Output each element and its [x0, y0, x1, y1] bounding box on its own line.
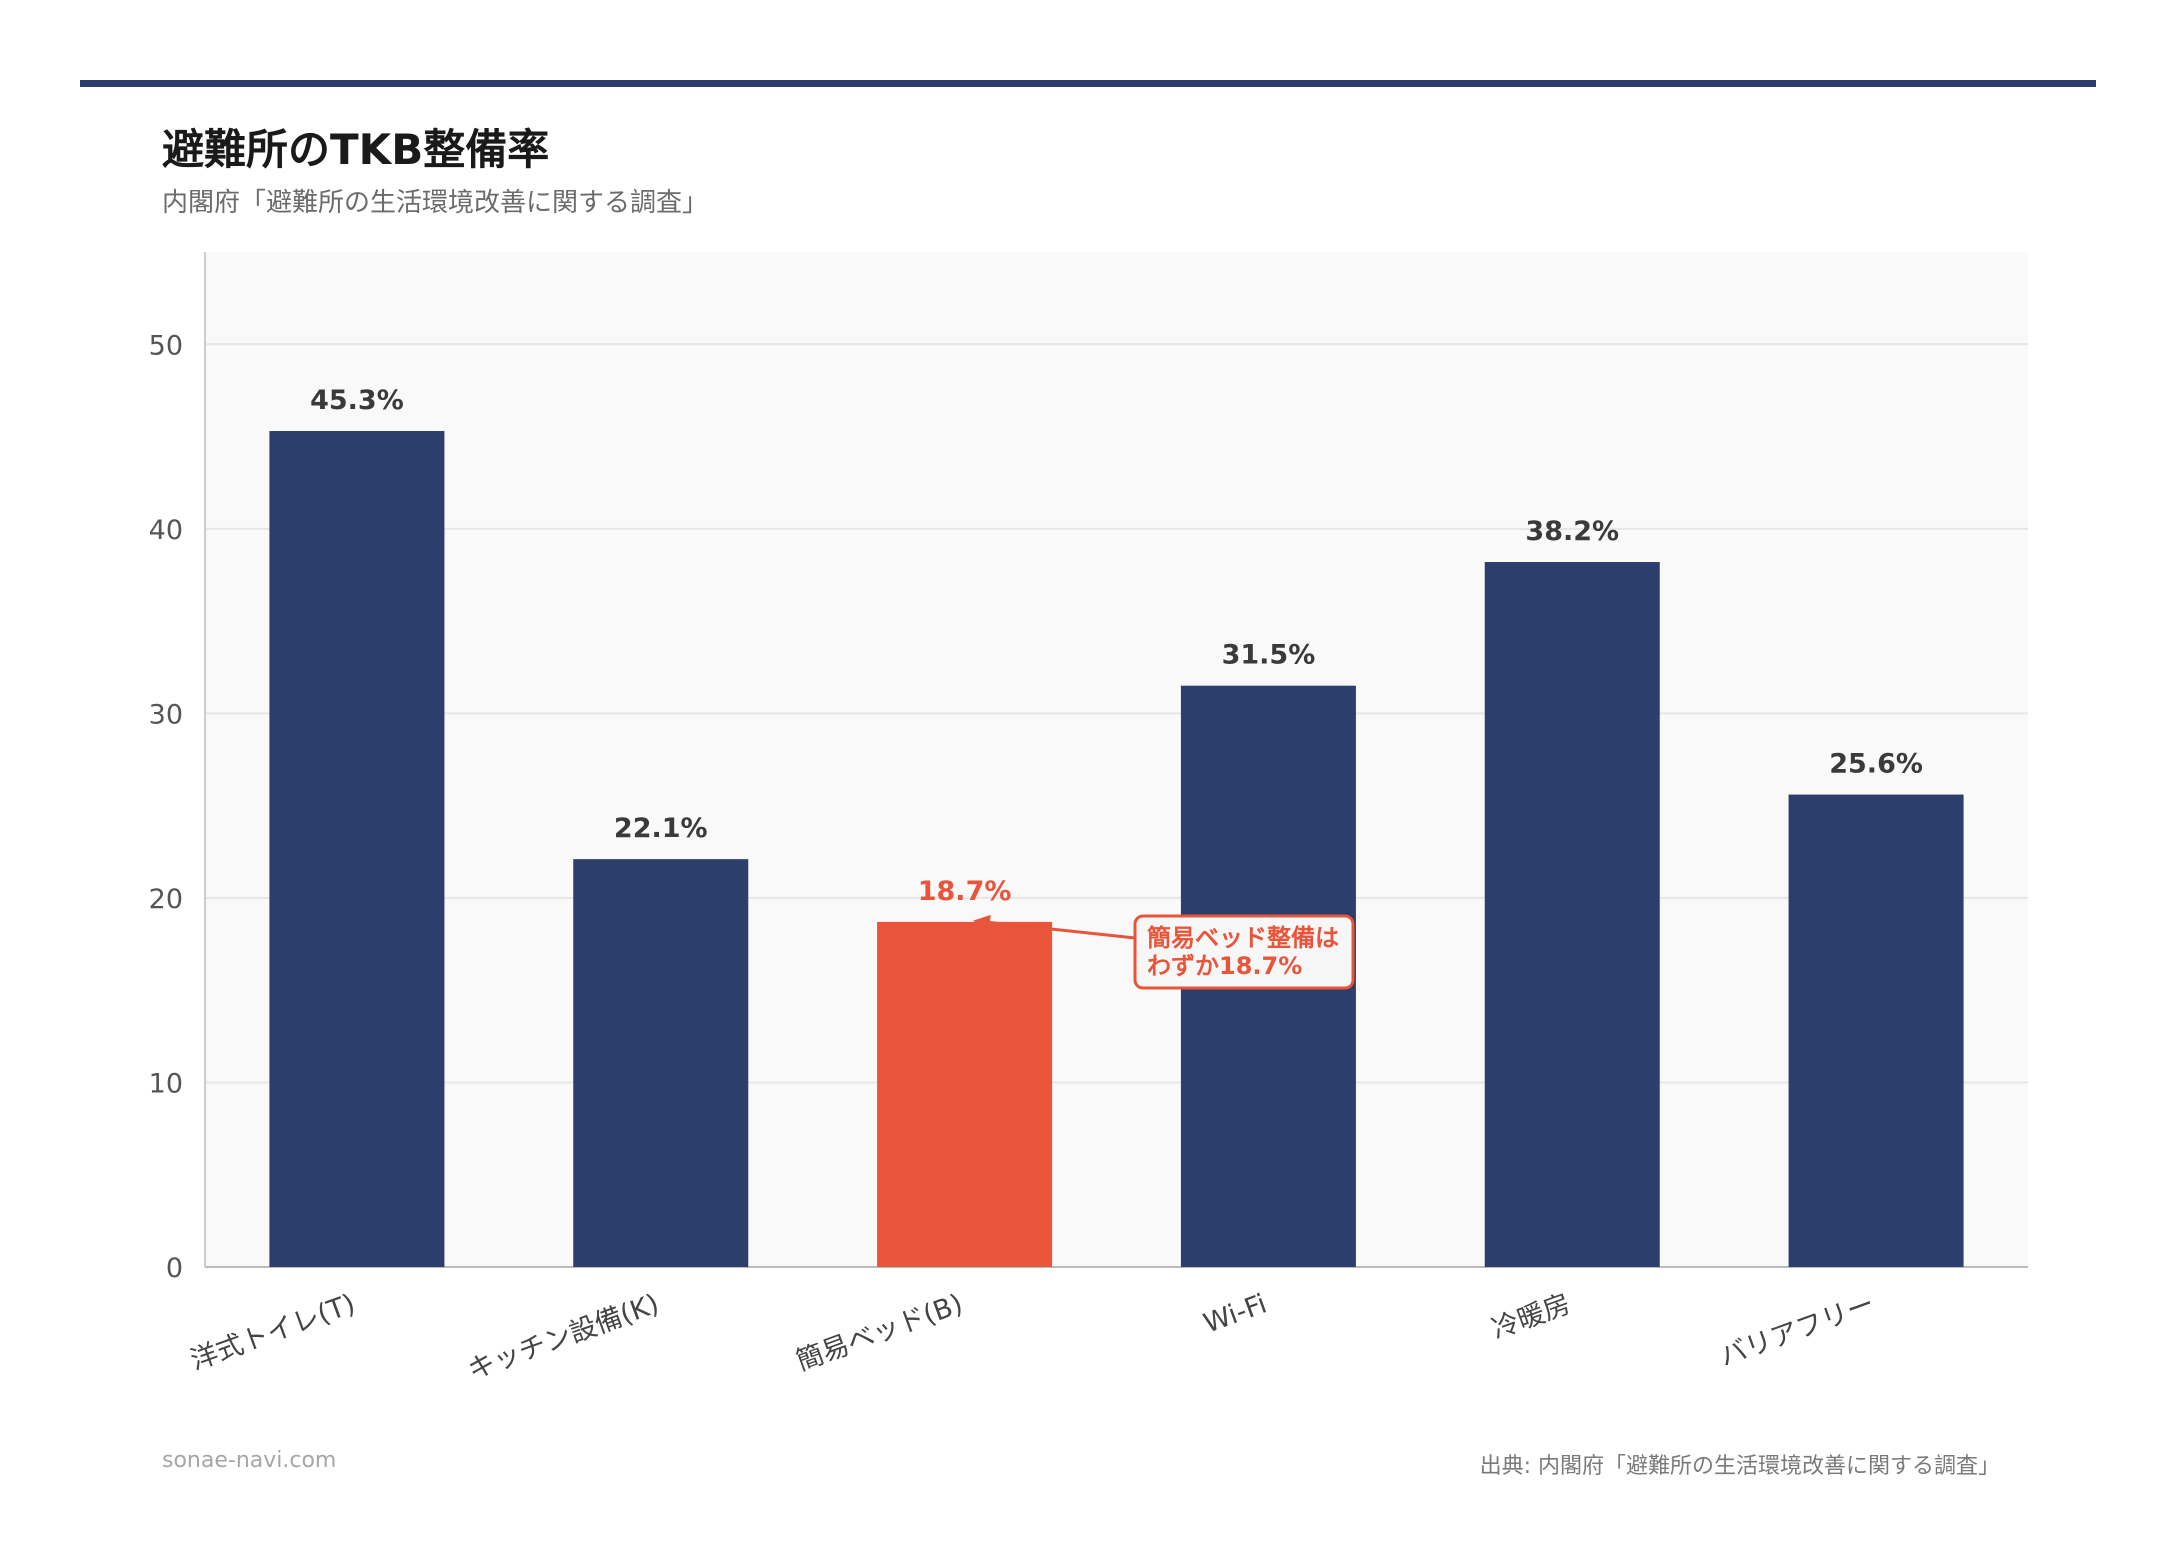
bar [573, 859, 749, 1267]
bar [877, 921, 1053, 1267]
y-tick-label: 20 [149, 884, 183, 915]
y-tick-label: 10 [149, 1068, 183, 1099]
top-rule [80, 80, 2096, 87]
data-label: 22.1% [614, 813, 708, 844]
x-tick-label: キッチン設備(K) [464, 1288, 663, 1386]
bar [1484, 562, 1660, 1267]
data-label: 18.7% [918, 876, 1012, 907]
x-tick-label: 冷暖房 [1488, 1288, 1575, 1345]
y-tick-label: 50 [149, 330, 183, 361]
y-axis-ticks: 0 10 20 30 40 50 [149, 330, 183, 1284]
annotation-text: わずか18.7% [1147, 952, 1302, 980]
annotation-arrowhead [972, 914, 991, 928]
bar [269, 431, 445, 1267]
x-tick-label: Wi-Fi [1200, 1288, 1271, 1339]
y-tick-label: 0 [166, 1253, 183, 1284]
bar [1788, 794, 1964, 1267]
value-labels: 45.3% 22.1% 18.7% 31.5% 38.2% 25.6% [310, 385, 1923, 907]
annotation-text: 簡易ベッド整備は [1147, 924, 1339, 952]
chart-subtitle: 内閣府「避難所の生活環境改善に関する調査」 [162, 188, 709, 218]
data-label: 31.5% [1222, 640, 1316, 671]
data-label: 38.2% [1525, 516, 1619, 547]
annotation-arrow [984, 920, 1136, 940]
annotation-box [1133, 914, 1355, 990]
y-tick-label: 40 [149, 515, 183, 546]
x-tick-label: バリアフリー [1716, 1288, 1879, 1373]
site-credit: sonae-navi.com [162, 1448, 337, 1473]
plot-background [205, 252, 2028, 1267]
chart-title: 避難所のTKB整備率 [162, 125, 550, 174]
data-label: 25.6% [1829, 749, 1923, 780]
x-tick-label: 洋式トイレ(T) [187, 1288, 360, 1376]
gridlines [205, 343, 2028, 1084]
y-tick-label: 30 [149, 699, 183, 730]
data-label: 45.3% [310, 385, 404, 416]
source-credit: 出典: 内閣府「避難所の生活環境改善に関する調査」 [1479, 1454, 2000, 1479]
category-labels: 洋式トイレ(T) キッチン設備(K) 簡易ベッド(B) Wi-Fi 冷暖房 バリアフリー [187, 1288, 1879, 1386]
x-tick-label: 簡易ベッド(B) [792, 1288, 967, 1377]
